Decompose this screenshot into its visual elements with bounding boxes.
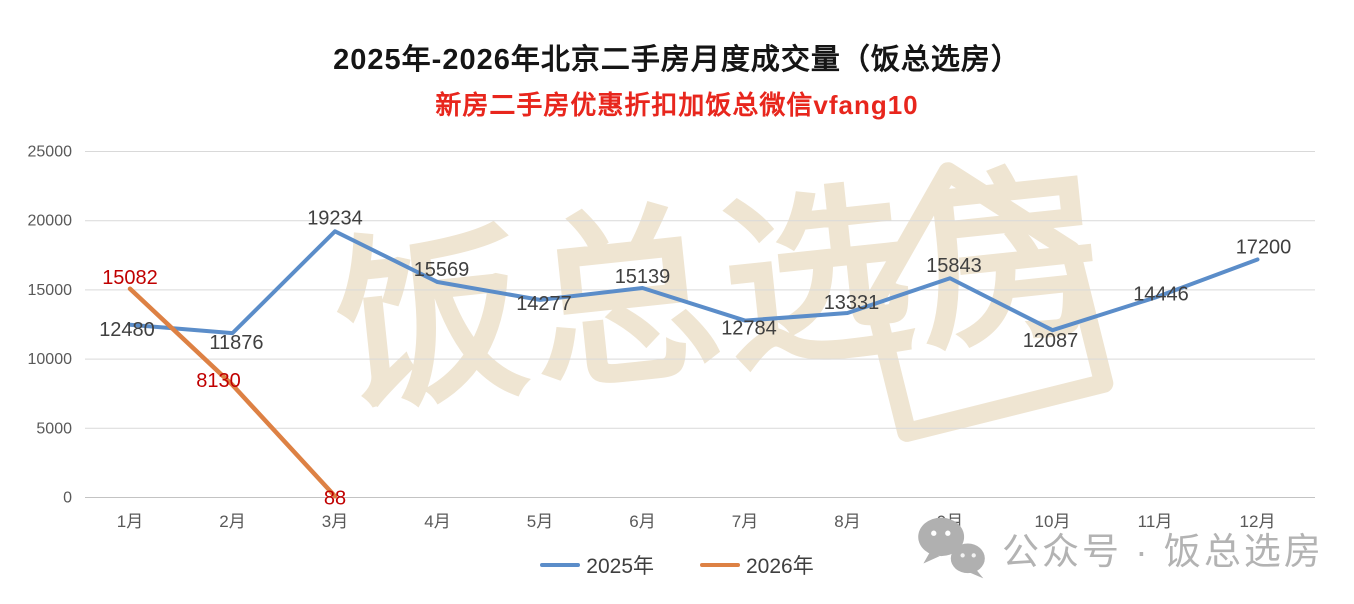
data-label-2025年: 15843 [926, 255, 982, 277]
data-label-2026年: 8130 [196, 370, 241, 392]
data-label-2025年: 14277 [516, 293, 572, 315]
data-label-2025年: 12087 [1023, 330, 1079, 352]
y-tick-label: 10000 [28, 351, 73, 368]
x-tick-label: 3月 [322, 512, 348, 531]
x-tick-label: 6月 [629, 512, 655, 531]
data-label-2026年: 15082 [102, 267, 158, 289]
x-tick-label: 1月 [117, 512, 143, 531]
chart-legend: 2025年 2026年 [0, 550, 1354, 580]
y-tick-label: 5000 [36, 420, 72, 437]
data-label-2025年: 19234 [307, 207, 363, 229]
data-label-2025年: 13331 [824, 292, 880, 314]
data-label-2026年: 88 [324, 487, 346, 509]
series-line-2026年 [127, 286, 338, 499]
house-icon [864, 162, 1114, 442]
x-tick-label: 12月 [1240, 512, 1276, 531]
x-tick-label: 5月 [527, 512, 553, 531]
legend-swatch-2026 [700, 563, 740, 567]
wechat-watermark-text: 公众号 · 饭总选房 [1002, 531, 1324, 572]
y-tick-label: 0 [63, 490, 72, 507]
data-label-2025年: 12480 [99, 319, 155, 341]
wechat-icon [918, 517, 985, 579]
series-line-2025年 [128, 229, 1260, 336]
chart-subtitle: 新房二手房优惠折扣加饭总微信vfang10 [435, 90, 919, 120]
x-tick-label: 4月 [424, 512, 450, 531]
data-label-2025年: 15569 [414, 259, 470, 281]
x-tick-label: 8月 [834, 512, 860, 531]
legend-swatch-2025 [540, 563, 581, 567]
data-label-2025年: 14446 [1133, 284, 1189, 306]
y-tick-label: 25000 [28, 144, 73, 161]
chart-title: 2025年-2026年北京二手房月度成交量（饭总选房） [333, 44, 1021, 76]
legend-label-2025: 2025年 [586, 555, 654, 578]
x-tick-label: 11月 [1138, 512, 1173, 531]
wechat-watermark: 公众号 · 饭总选房 [916, 516, 1324, 580]
data-label-2025年: 15139 [615, 266, 671, 288]
data-label-2025年: 11876 [209, 332, 263, 354]
y-tick-label: 20000 [28, 213, 73, 230]
legend-item-2025: 2025年 [540, 550, 654, 580]
x-tick-label: 10月 [1035, 512, 1071, 531]
data-label-2025年: 12784 [721, 318, 777, 340]
data-label-2025年: 17200 [1236, 236, 1292, 258]
y-tick-label: 15000 [28, 282, 73, 299]
legend-label-2026: 2026年 [746, 555, 814, 578]
x-tick-label: 2月 [219, 512, 245, 531]
x-tick-label: 7月 [732, 512, 758, 531]
legend-item-2026: 2026年 [700, 550, 814, 580]
